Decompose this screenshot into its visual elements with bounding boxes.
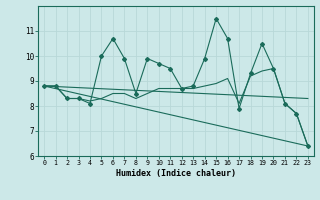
X-axis label: Humidex (Indice chaleur): Humidex (Indice chaleur) xyxy=(116,169,236,178)
